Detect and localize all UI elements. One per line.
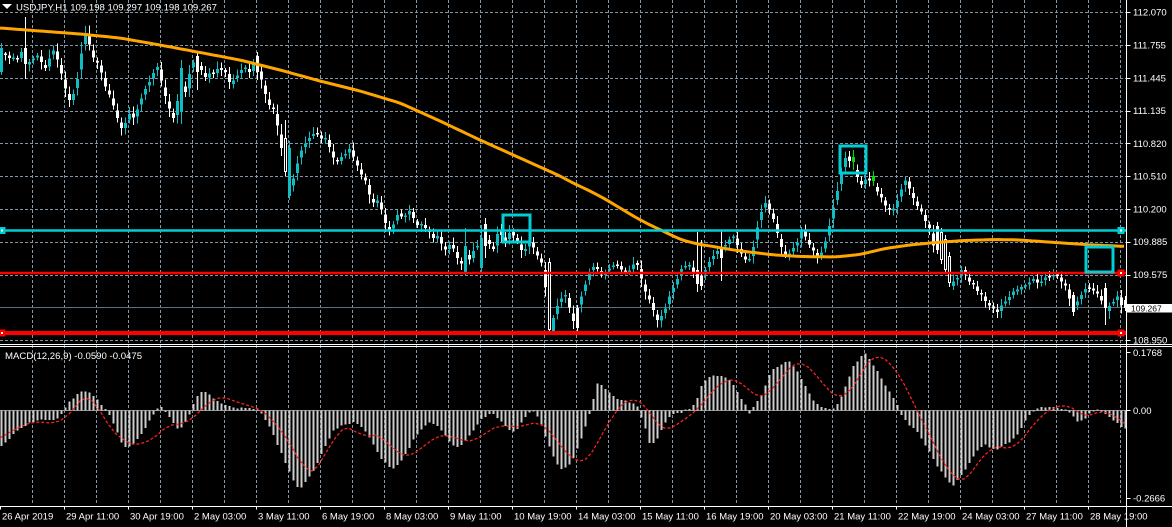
svg-text:2 May 03:00: 2 May 03:00 [194, 512, 246, 523]
svg-text:109.575: 109.575 [1133, 270, 1167, 281]
svg-text:-0.2666: -0.2666 [1133, 493, 1165, 504]
svg-text:6 May 19:00: 6 May 19:00 [322, 512, 374, 523]
svg-text:110.510: 110.510 [1133, 172, 1167, 183]
svg-text:29 Apr 11:00: 29 Apr 11:00 [66, 512, 119, 523]
svg-text:109.885: 109.885 [1133, 237, 1167, 248]
svg-text:28 May 19:00: 28 May 19:00 [1090, 512, 1148, 523]
svg-text:110.820: 110.820 [1133, 139, 1167, 150]
svg-text:14 May 03:00: 14 May 03:00 [578, 512, 636, 523]
svg-text:110.200: 110.200 [1133, 204, 1167, 215]
svg-text:108.950: 108.950 [1133, 336, 1167, 347]
svg-text:112.070: 112.070 [1133, 8, 1167, 19]
svg-text:21 May 11:00: 21 May 11:00 [834, 512, 891, 523]
svg-text:20 May 03:00: 20 May 03:00 [770, 512, 828, 523]
svg-text:30 Apr 19:00: 30 Apr 19:00 [130, 512, 184, 523]
svg-text:24 May 03:00: 24 May 03:00 [962, 512, 1020, 523]
svg-text:8 May 03:00: 8 May 03:00 [386, 512, 438, 523]
svg-text:15 May 11:00: 15 May 11:00 [642, 512, 699, 523]
svg-text:10 May 19:00: 10 May 19:00 [514, 512, 572, 523]
svg-text:111.445: 111.445 [1133, 73, 1166, 84]
svg-text:3 May 11:00: 3 May 11:00 [258, 512, 310, 523]
svg-text:27 May 11:00: 27 May 11:00 [1026, 512, 1083, 523]
svg-text:111.755: 111.755 [1133, 41, 1166, 52]
svg-text:USDJPY,H1 109.198 109.297 109: USDJPY,H1 109.198 109.297 109.198 109.26… [16, 3, 217, 14]
svg-text:9 May 11:00: 9 May 11:00 [450, 512, 502, 523]
svg-text:16 May 19:00: 16 May 19:00 [706, 512, 764, 523]
svg-text:22 May 19:00: 22 May 19:00 [898, 512, 956, 523]
svg-text:0.1768: 0.1768 [1133, 348, 1162, 359]
svg-text:109.267: 109.267 [1131, 303, 1162, 313]
svg-text:111.135: 111.135 [1133, 106, 1166, 117]
svg-text:26 Apr 2019: 26 Apr 2019 [2, 512, 53, 523]
svg-text:0.00: 0.00 [1133, 406, 1152, 417]
svg-text:MACD(12,26,9) -0.0590 -0.0475: MACD(12,26,9) -0.0590 -0.0475 [5, 351, 142, 362]
